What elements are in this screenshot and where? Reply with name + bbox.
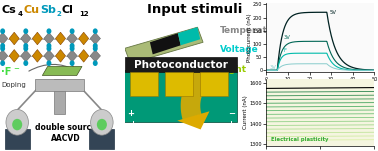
Polygon shape xyxy=(9,50,19,62)
Circle shape xyxy=(0,43,5,49)
Text: Temperature: Temperature xyxy=(220,26,285,35)
Polygon shape xyxy=(177,111,209,129)
Circle shape xyxy=(0,28,5,34)
Circle shape xyxy=(0,46,5,51)
Polygon shape xyxy=(56,32,66,45)
Circle shape xyxy=(12,119,22,130)
Circle shape xyxy=(93,60,98,66)
Circle shape xyxy=(23,28,28,34)
Text: Doping: Doping xyxy=(1,82,26,88)
Text: 4: 4 xyxy=(17,11,22,17)
Text: Cs: Cs xyxy=(1,5,16,14)
Polygon shape xyxy=(20,32,31,45)
Polygon shape xyxy=(79,32,89,45)
Text: −: − xyxy=(13,66,19,72)
Polygon shape xyxy=(125,57,237,72)
Polygon shape xyxy=(9,32,19,45)
Polygon shape xyxy=(67,50,77,62)
Polygon shape xyxy=(42,66,82,76)
FancyBboxPatch shape xyxy=(164,72,192,96)
Y-axis label: Current (nA): Current (nA) xyxy=(243,96,248,129)
Polygon shape xyxy=(178,27,200,45)
Polygon shape xyxy=(79,50,89,62)
Circle shape xyxy=(97,119,107,130)
Text: Voltage: Voltage xyxy=(220,45,259,54)
Y-axis label: Photocurrent (nA): Photocurrent (nA) xyxy=(246,13,252,62)
FancyBboxPatch shape xyxy=(5,129,30,149)
FancyBboxPatch shape xyxy=(124,70,237,122)
Circle shape xyxy=(91,109,113,135)
Text: Sb: Sb xyxy=(40,5,56,14)
Polygon shape xyxy=(181,58,222,121)
Text: +: + xyxy=(127,109,135,118)
Circle shape xyxy=(93,46,98,51)
Text: double source
AACVD: double source AACVD xyxy=(36,123,97,143)
Circle shape xyxy=(70,46,74,51)
Polygon shape xyxy=(56,50,66,62)
Circle shape xyxy=(93,43,98,49)
Circle shape xyxy=(46,60,51,66)
Text: ·F: ·F xyxy=(1,67,12,77)
FancyBboxPatch shape xyxy=(200,72,228,96)
FancyBboxPatch shape xyxy=(89,129,115,149)
Polygon shape xyxy=(44,50,54,62)
Polygon shape xyxy=(32,32,42,45)
Text: F: F xyxy=(284,48,287,53)
X-axis label: Time (s): Time (s) xyxy=(309,83,332,88)
Text: 5V: 5V xyxy=(330,10,337,15)
Polygon shape xyxy=(44,32,54,45)
Circle shape xyxy=(70,43,74,49)
Text: 3V: 3V xyxy=(284,35,291,40)
Polygon shape xyxy=(20,50,31,62)
FancyBboxPatch shape xyxy=(54,79,65,114)
Polygon shape xyxy=(32,50,42,62)
Circle shape xyxy=(93,28,98,34)
Text: Cu: Cu xyxy=(23,5,39,14)
Text: 2: 2 xyxy=(57,11,62,17)
Text: −: − xyxy=(228,109,235,118)
Circle shape xyxy=(23,46,28,51)
FancyBboxPatch shape xyxy=(35,79,84,91)
Polygon shape xyxy=(67,32,77,45)
Text: 3V: 3V xyxy=(270,65,277,70)
Circle shape xyxy=(23,60,28,66)
FancyBboxPatch shape xyxy=(130,72,158,96)
Circle shape xyxy=(6,109,28,135)
Polygon shape xyxy=(0,50,8,62)
Text: Photoconductor: Photoconductor xyxy=(134,60,228,70)
Polygon shape xyxy=(90,32,101,45)
Polygon shape xyxy=(150,33,181,54)
Circle shape xyxy=(46,28,51,34)
Text: Electrical plasticity: Electrical plasticity xyxy=(271,137,328,142)
Polygon shape xyxy=(90,50,101,62)
Circle shape xyxy=(46,46,51,51)
Polygon shape xyxy=(0,32,8,45)
Circle shape xyxy=(0,60,5,66)
Text: Cl: Cl xyxy=(62,5,73,14)
Text: 12: 12 xyxy=(79,11,88,17)
Circle shape xyxy=(23,43,28,49)
Circle shape xyxy=(46,43,51,49)
Circle shape xyxy=(70,60,74,66)
Circle shape xyxy=(70,28,74,34)
Text: Light: Light xyxy=(220,65,246,74)
Polygon shape xyxy=(125,27,203,63)
Text: Input stimuli: Input stimuli xyxy=(147,3,242,16)
